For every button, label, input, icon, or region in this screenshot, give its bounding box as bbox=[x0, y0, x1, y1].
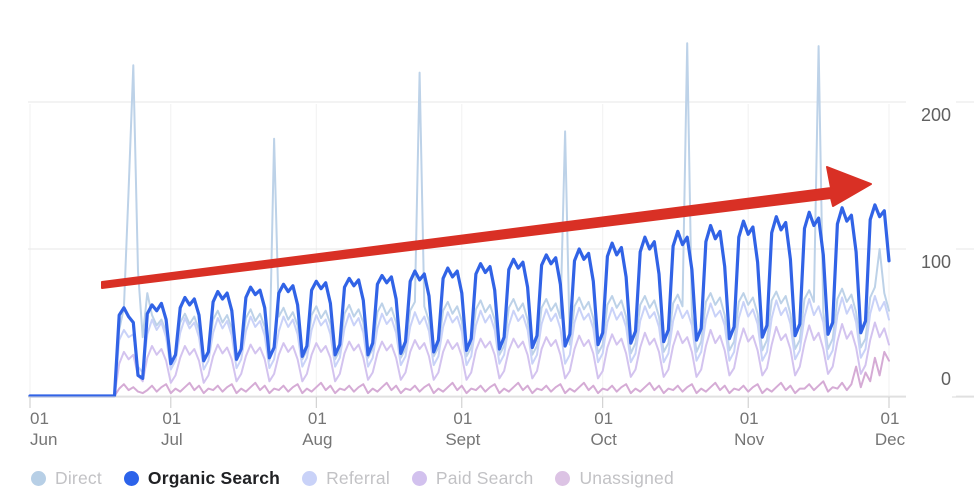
x-tick-label-day: 01 bbox=[30, 409, 49, 428]
legend-label-referral: Referral bbox=[326, 467, 390, 488]
x-tick-label-day: 01 bbox=[594, 409, 613, 428]
legend-dot-organic-search bbox=[123, 470, 139, 486]
x-tick-label-day: 01 bbox=[740, 409, 759, 428]
legend-label-direct: Direct bbox=[55, 467, 102, 488]
legend-item-referral[interactable]: Referral bbox=[302, 468, 390, 489]
legend-item-unassigned[interactable]: Unassigned bbox=[555, 467, 674, 489]
legend-label-organic-search: Organic Search bbox=[147, 467, 281, 488]
x-tick-label-month: Oct bbox=[590, 430, 617, 449]
legend-item-direct[interactable]: Direct bbox=[31, 468, 102, 489]
y-tick-label: 200 bbox=[921, 105, 951, 125]
grid-layer bbox=[28, 101, 974, 397]
x-tick-label-month: Sept bbox=[445, 430, 480, 449]
traffic-trend-line-chart: 01 Jun 01 Jul 01 Aug 01 Sept 01 Oct 01 Nov 01 Dec 200 1… bbox=[28, 42, 974, 449]
series-line-unassigned bbox=[29, 350, 890, 397]
trend-arrow-annotation bbox=[101, 166, 872, 289]
axis-layer: 01 Jun 01 Jul 01 Aug 01 Sept 01 Oct 01 Nov 01 Dec 200 1… bbox=[28, 105, 974, 449]
x-tick-label-day: 01 bbox=[162, 409, 181, 428]
legend-label-paid-search: Paid Search bbox=[435, 467, 534, 488]
x-tick-label-month: Dec bbox=[875, 430, 906, 449]
series-line-organic-search bbox=[28, 203, 891, 398]
legend-item-organic-search[interactable]: Organic Search bbox=[123, 467, 281, 489]
series-layer bbox=[28, 42, 891, 398]
x-tick-label-month: Jun bbox=[30, 430, 57, 449]
legend-dot-paid-search bbox=[411, 470, 427, 486]
y-tick-label: 100 bbox=[921, 252, 951, 272]
x-tick-label-month: Jul bbox=[161, 430, 183, 449]
legend-label-unassigned: Unassigned bbox=[579, 467, 674, 488]
legend-item-paid-search[interactable]: Paid Search bbox=[411, 467, 534, 489]
legend-dot-referral bbox=[302, 470, 318, 486]
x-tick-label-day: 01 bbox=[881, 409, 900, 428]
x-tick-label-month: Nov bbox=[734, 430, 765, 449]
series-line-referral bbox=[29, 295, 890, 397]
legend-dot-unassigned bbox=[555, 470, 571, 486]
x-tick-label-day: 01 bbox=[308, 409, 327, 428]
series-line-paid-search bbox=[29, 321, 890, 397]
chart-legend: Direct Organic Search Referral Paid Sear… bbox=[0, 458, 974, 498]
x-tick-label-month: Aug bbox=[302, 430, 332, 449]
x-tick-label-day: 01 bbox=[453, 409, 472, 428]
legend-dot-direct bbox=[31, 470, 46, 486]
y-tick-label: 0 bbox=[941, 369, 951, 389]
